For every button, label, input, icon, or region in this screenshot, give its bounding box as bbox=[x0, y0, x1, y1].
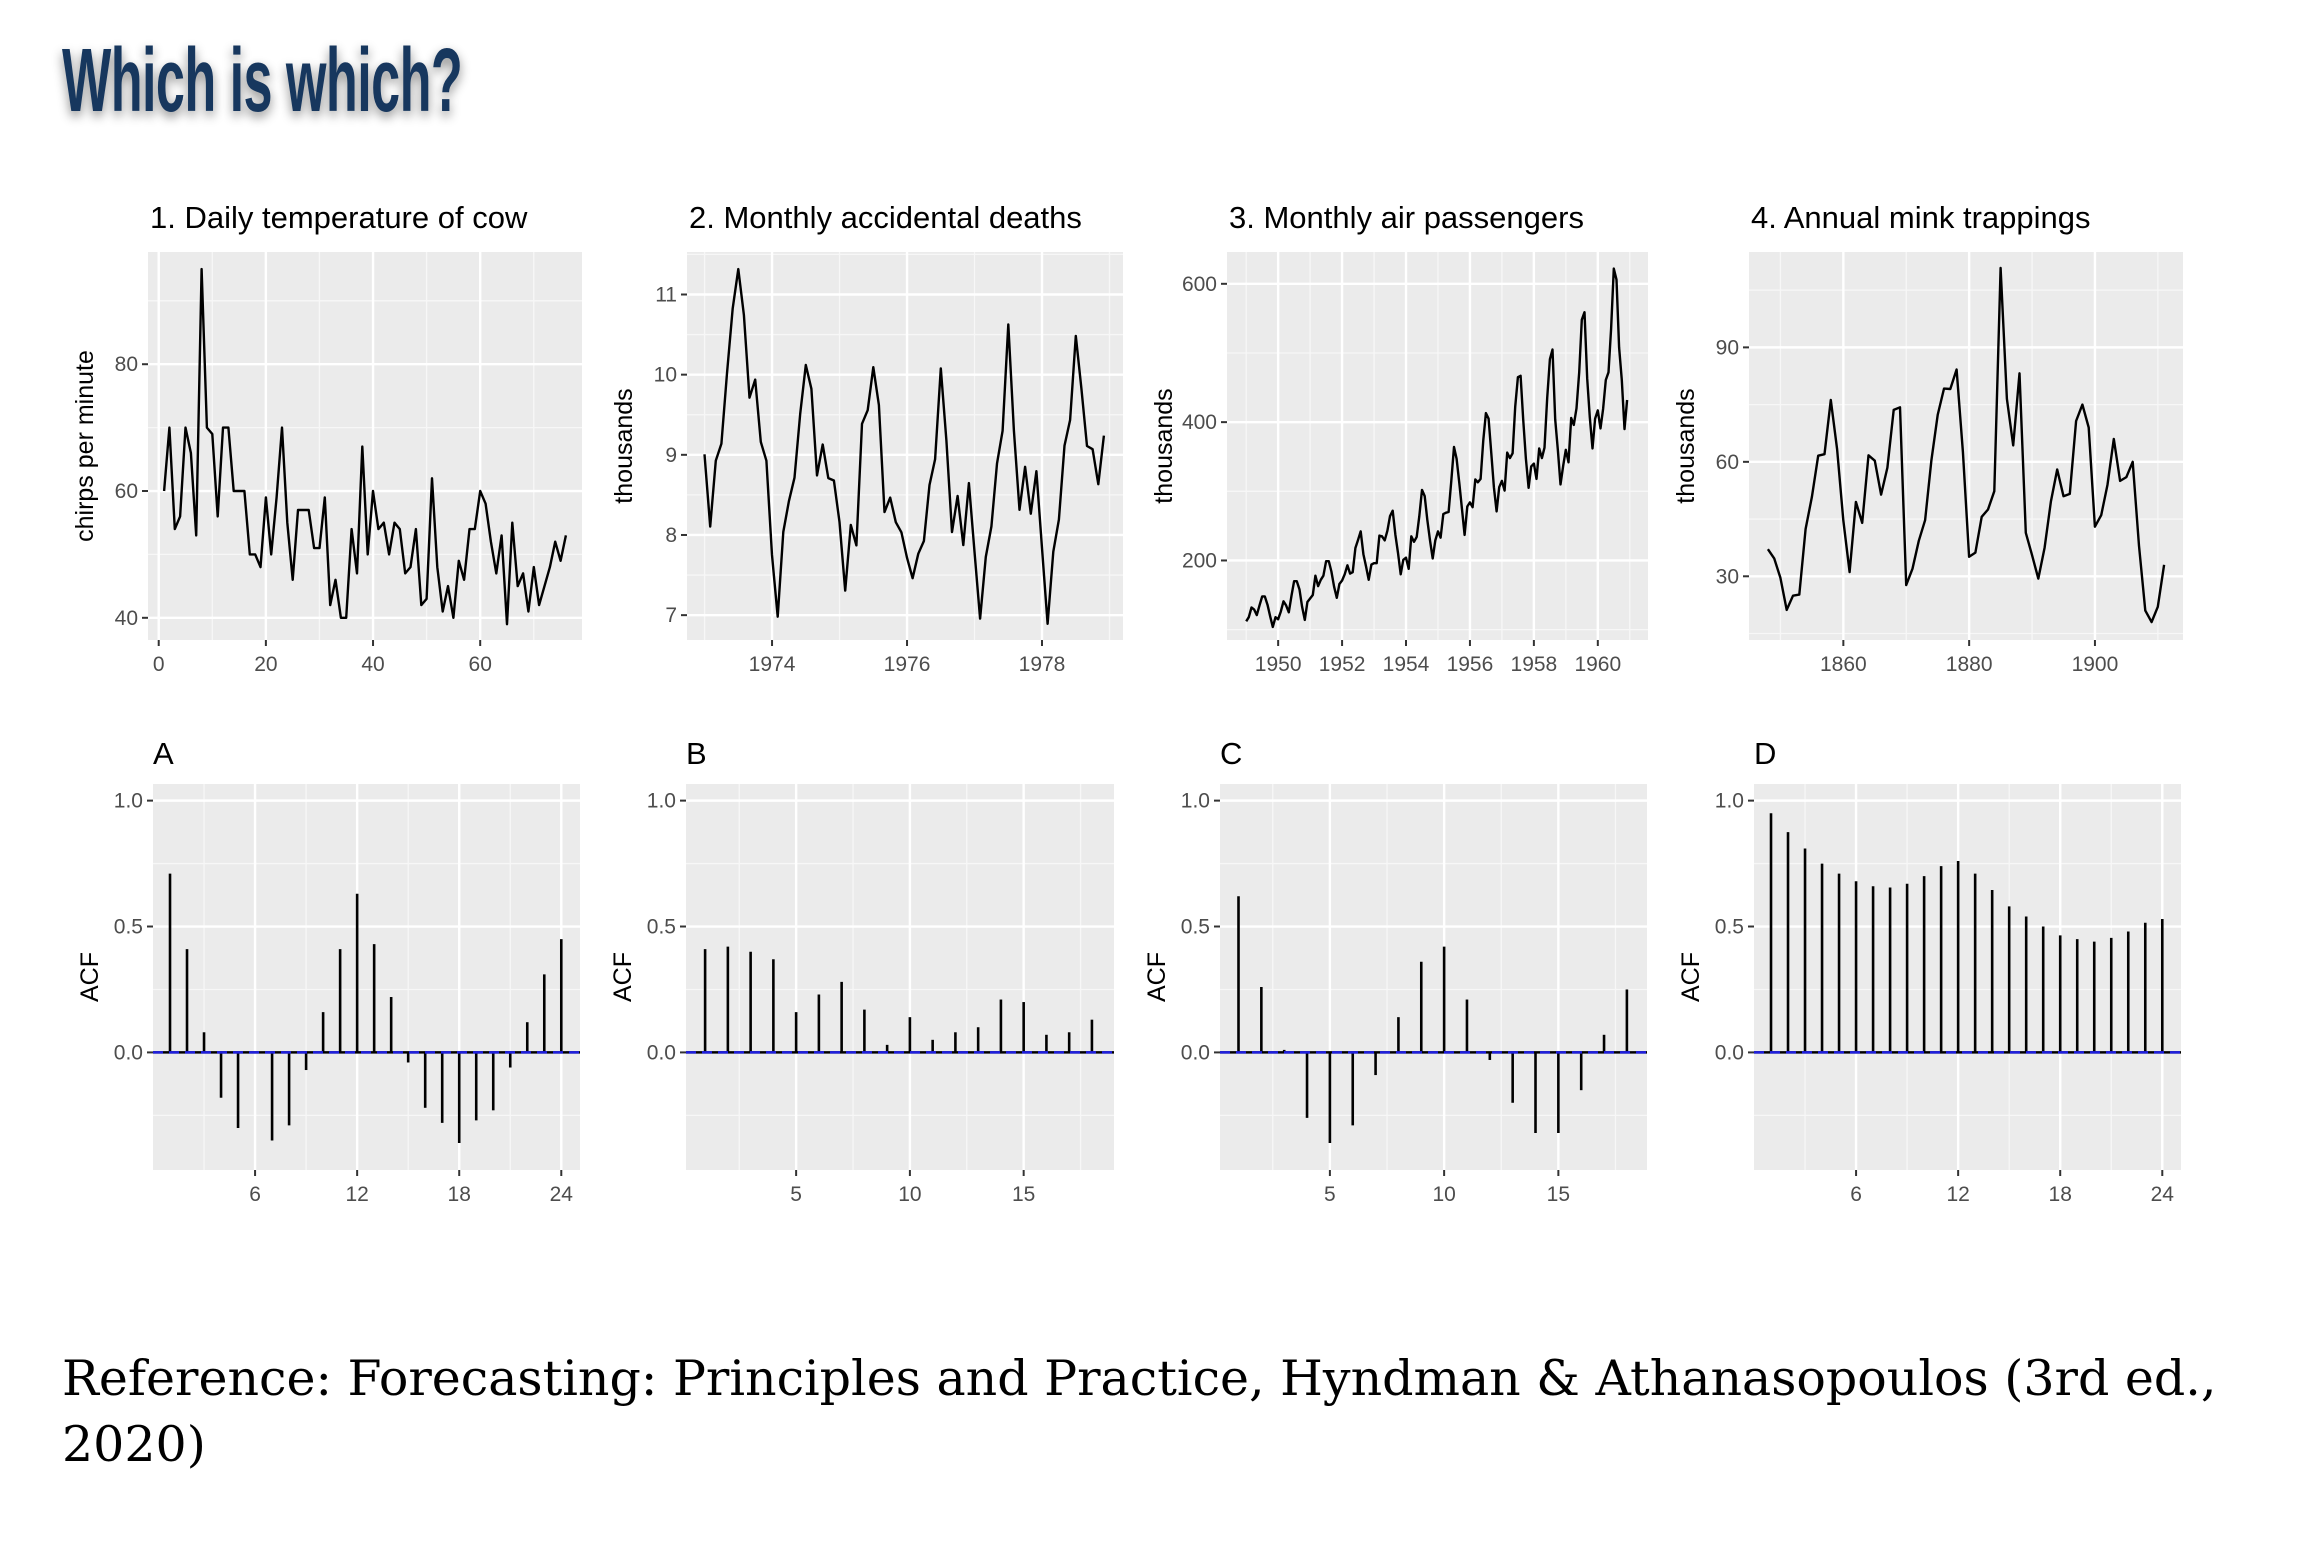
y-tick-label: 1.0 bbox=[1715, 790, 1744, 813]
x-tick-label: 1860 bbox=[1820, 653, 1867, 676]
x-tick-label: 0 bbox=[153, 653, 165, 676]
y-tick-label: 1.0 bbox=[1181, 790, 1210, 813]
panel-title: 2. Monthly accidental deaths bbox=[689, 200, 1082, 235]
x-tick-label: 1952 bbox=[1319, 653, 1366, 676]
x-tick-label: 1900 bbox=[2072, 653, 2119, 676]
x-tick-label: 18 bbox=[2049, 1183, 2072, 1206]
y-axis-label: thousands bbox=[1672, 388, 1700, 503]
panel-background bbox=[153, 784, 580, 1170]
x-tick-label: 1880 bbox=[1946, 653, 1993, 676]
x-tick-label: 1958 bbox=[1511, 653, 1558, 676]
panel-title: 3. Monthly air passengers bbox=[1229, 200, 1584, 235]
y-tick-label: 0.5 bbox=[1715, 916, 1744, 939]
y-axis-label: ACF bbox=[1143, 952, 1171, 1002]
y-tick-label: 11 bbox=[655, 283, 677, 306]
reference-text: Reference: Forecasting: Principles and P… bbox=[62, 1350, 2217, 1473]
y-tick-label: 200 bbox=[1182, 549, 1217, 572]
x-tick-label: 18 bbox=[448, 1183, 471, 1206]
y-tick-label: 40 bbox=[115, 607, 138, 630]
x-tick-label: 1954 bbox=[1383, 653, 1430, 676]
y-tick-label: 8 bbox=[665, 524, 677, 547]
x-tick-label: 5 bbox=[790, 1183, 802, 1206]
x-tick-label: 6 bbox=[1850, 1183, 1862, 1206]
x-tick-label: 6 bbox=[249, 1183, 261, 1206]
acf-panel-5: 6 12 18 24 0.0 0.5 1.0 A ACF bbox=[76, 736, 580, 1206]
x-tick-label: 15 bbox=[1547, 1183, 1570, 1206]
panel-background bbox=[1749, 252, 2183, 640]
x-tick-label: 5 bbox=[1324, 1183, 1336, 1206]
x-tick-label: 10 bbox=[1432, 1183, 1455, 1206]
y-axis-label: ACF bbox=[1677, 952, 1705, 1002]
y-axis-label: ACF bbox=[609, 952, 637, 1002]
panel-title: B bbox=[686, 736, 707, 771]
panel-background bbox=[1220, 784, 1647, 1170]
y-tick-label: 9 bbox=[665, 444, 677, 467]
x-tick-label: 24 bbox=[550, 1183, 574, 1206]
y-tick-label: 1.0 bbox=[647, 790, 676, 813]
x-tick-label: 15 bbox=[1012, 1183, 1035, 1206]
acf-panel-7: 5 10 15 0.0 0.5 1.0 C ACF bbox=[1143, 736, 1647, 1206]
panel-title: C bbox=[1220, 736, 1242, 771]
panel-background bbox=[686, 784, 1114, 1170]
panel-title: D bbox=[1754, 736, 1776, 771]
y-tick-label: 400 bbox=[1182, 411, 1217, 434]
x-tick-label: 12 bbox=[345, 1183, 368, 1206]
y-tick-label: 0.0 bbox=[1181, 1041, 1210, 1064]
timeseries-panel-3: 1950 1952 1954 1956 1958 1960 200 400 600 3. Mont… bbox=[1150, 200, 1648, 676]
y-tick-label: 7 bbox=[665, 604, 677, 627]
panel-background bbox=[1754, 784, 2181, 1170]
y-tick-label: 0.0 bbox=[1715, 1041, 1744, 1064]
x-tick-label: 12 bbox=[1946, 1183, 1969, 1206]
slide-title: Which is which? bbox=[62, 31, 463, 131]
x-tick-label: 1978 bbox=[1019, 653, 1066, 676]
x-tick-label: 10 bbox=[898, 1183, 921, 1206]
y-axis-label: chirps per minute bbox=[71, 350, 99, 542]
x-tick-label: 20 bbox=[254, 653, 277, 676]
timeseries-panel-1: 0 20 40 60 40 60 80 1. Daily temperature of cow… bbox=[71, 200, 582, 676]
x-tick-label: 60 bbox=[469, 653, 492, 676]
panel-title: 1. Daily temperature of cow bbox=[150, 200, 528, 235]
series-line bbox=[703, 267, 1106, 625]
y-tick-label: 60 bbox=[115, 480, 138, 503]
x-tick-label: 1974 bbox=[749, 653, 796, 676]
timeseries-panel-4: 1860 1880 1900 30 60 90 4. Annual mink trappin… bbox=[1672, 200, 2183, 676]
series-line bbox=[1766, 266, 2166, 624]
y-tick-label: 600 bbox=[1182, 273, 1217, 296]
y-tick-label: 80 bbox=[115, 353, 138, 376]
x-tick-label: 1960 bbox=[1574, 653, 1621, 676]
panel-title: 4. Annual mink trappings bbox=[1751, 200, 2091, 235]
y-tick-label: 10 bbox=[654, 364, 677, 387]
y-tick-label: 0.5 bbox=[647, 916, 676, 939]
y-tick-label: 0.0 bbox=[114, 1041, 143, 1064]
y-tick-label: 0.5 bbox=[1181, 916, 1210, 939]
y-axis-label: thousands bbox=[610, 388, 638, 503]
y-tick-label: 0.0 bbox=[647, 1041, 676, 1064]
y-tick-label: 1.0 bbox=[114, 790, 143, 813]
y-tick-label: 60 bbox=[1716, 451, 1739, 474]
acf-panel-6: 5 10 15 0.0 0.5 1.0 B ACF bbox=[609, 736, 1114, 1206]
panel-background bbox=[687, 252, 1123, 640]
series-line bbox=[1245, 267, 1629, 629]
y-tick-label: 90 bbox=[1716, 336, 1739, 359]
x-tick-label: 24 bbox=[2151, 1183, 2175, 1206]
x-tick-label: 1950 bbox=[1255, 653, 1302, 676]
panel-title: A bbox=[153, 736, 174, 771]
x-tick-label: 1956 bbox=[1447, 653, 1494, 676]
x-tick-label: 1976 bbox=[884, 653, 931, 676]
y-tick-label: 0.5 bbox=[114, 916, 143, 939]
y-axis-label: thousands bbox=[1150, 388, 1178, 503]
timeseries-panel-2: 1974 1976 1978 7 8 9 10 11 2. Monthly accidental… bbox=[610, 200, 1123, 676]
y-tick-label: 30 bbox=[1716, 565, 1739, 588]
acf-panel-8: 6 12 18 24 0.0 0.5 1.0 D ACF bbox=[1677, 736, 2181, 1206]
x-tick-label: 40 bbox=[361, 653, 384, 676]
y-axis-label: ACF bbox=[76, 952, 104, 1002]
series-line bbox=[162, 267, 568, 626]
